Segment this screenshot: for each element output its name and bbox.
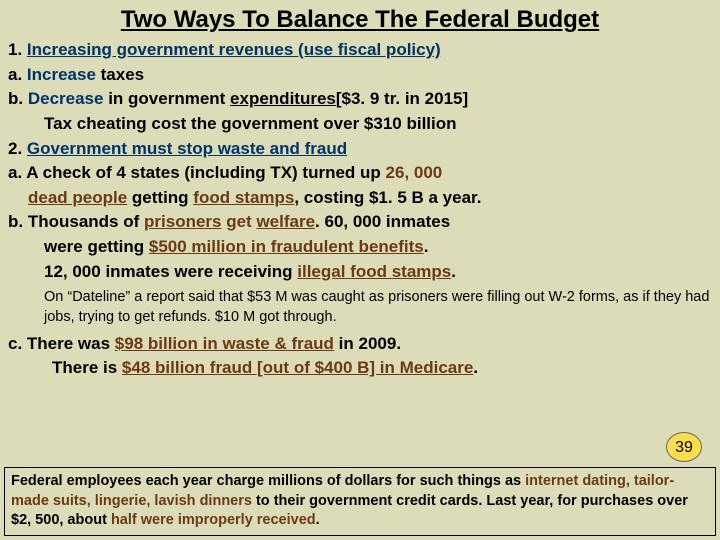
line-5: 2. Government must stop waste and fraud — [8, 137, 712, 162]
l6-prefix: a. A check of 4 states — [8, 163, 184, 182]
line-11: c. There was $98 billion in waste & frau… — [8, 332, 712, 357]
l6-tx: (including TX) — [184, 163, 297, 182]
line-8: b. Thousands of prisoners get welfare. 6… — [8, 210, 712, 235]
l8-welfare: welfare — [256, 212, 315, 231]
l6-turned: turned up — [298, 163, 386, 182]
l8-60000: . 60, 000 inmates — [315, 212, 450, 231]
page-number-badge: 39 — [666, 432, 702, 462]
line-1: 1. Increasing government revenues (use f… — [8, 38, 712, 63]
line-2: a. Increase taxes — [8, 63, 712, 88]
l7-food-stamps: food stamps — [193, 188, 294, 207]
l8-get: get — [222, 212, 257, 231]
l3-in-gov: in government — [103, 89, 230, 108]
l3-decrease: Decrease — [28, 89, 104, 108]
l9-period: . — [424, 237, 429, 256]
l7-cost: , costing $1. 5 B a year. — [294, 188, 481, 207]
l7-getting: getting — [127, 188, 193, 207]
line-6: a. A check of 4 states (including TX) tu… — [8, 161, 712, 186]
l10-illegal-stamps: illegal food stamps — [297, 262, 451, 281]
l2-prefix: a. — [8, 65, 27, 84]
line-12: There is $48 billion fraud [out of $400 … — [8, 356, 712, 381]
l12-48b: $48 billion fraud [out of $400 B] in Med… — [122, 358, 473, 377]
line-9: were getting $500 million in fraudulent … — [8, 235, 712, 260]
line-10: 12, 000 inmates were receiving illegal f… — [8, 260, 712, 285]
l3-prefix: b. — [8, 89, 28, 108]
footer-highlight-2: half were improperly received — [111, 512, 316, 528]
l3-expenditures: expenditures — [230, 89, 336, 108]
l2-increase: Increase — [27, 65, 96, 84]
l7-dead-people: dead people — [28, 188, 127, 207]
line-3: b. Decrease in government expenditures[$… — [8, 87, 712, 112]
l9-500m: $500 million in fraudulent benefits — [149, 237, 424, 256]
l10-period: . — [451, 262, 456, 281]
l8-prisoners: prisoners — [144, 212, 221, 231]
footer-a: Federal employees each year charge milli… — [11, 473, 525, 489]
l9-were: were getting — [44, 237, 149, 256]
l11-2009: in 2009. — [334, 334, 401, 353]
l12-period: . — [473, 358, 478, 377]
line-4: Tax cheating cost the government over $3… — [8, 112, 712, 137]
line-7: dead people getting food stamps, costing… — [8, 186, 712, 211]
l2-taxes: taxes — [96, 65, 144, 84]
l5-prefix: 2. — [8, 139, 27, 158]
footer-note-box: Federal employees each year charge milli… — [4, 467, 716, 536]
l11-prefix: c. There was — [8, 334, 115, 353]
l6-26000: 26, 000 — [386, 163, 443, 182]
l5-stop-waste: Government must stop waste and fraud — [27, 139, 347, 158]
l1-increasing-revenues: Increasing government revenues (use fisc… — [27, 40, 441, 59]
dateline-note: On “Dateline” a report said that $53 M w… — [8, 284, 712, 331]
l1-prefix: 1. — [8, 40, 27, 59]
l10-12000: 12, 000 inmates were receiving — [44, 262, 297, 281]
l3-amount: [$3. 9 tr. in 2015] — [336, 89, 468, 108]
l8-prefix: b. Thousands — [8, 212, 123, 231]
slide-body: 1. Increasing government revenues (use f… — [0, 38, 720, 381]
l8-of: of — [123, 212, 144, 231]
footer-e: . — [316, 512, 320, 528]
slide-title: Two Ways To Balance The Federal Budget — [0, 0, 720, 38]
l11-98b: $98 billion in waste & fraud — [115, 334, 334, 353]
l12-prefix: There is — [52, 358, 122, 377]
